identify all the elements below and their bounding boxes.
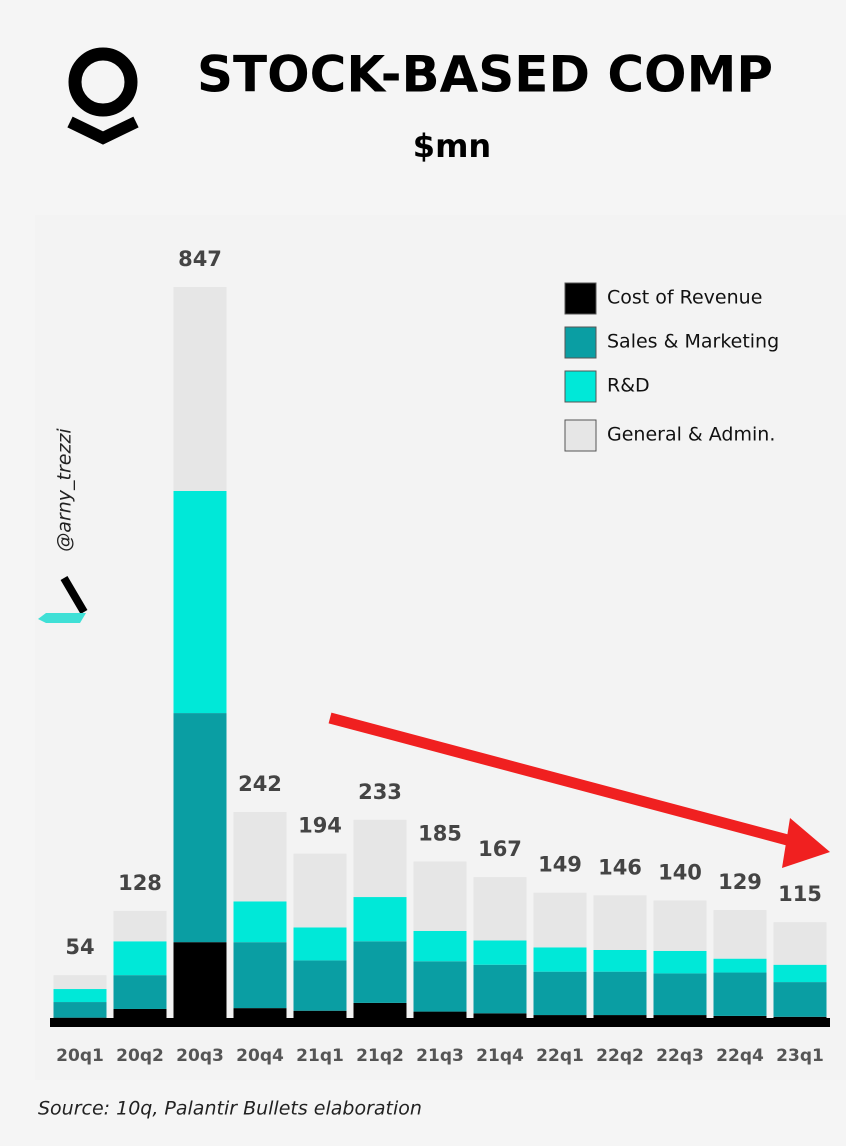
bar-segment [413, 961, 467, 1012]
bar-segment [113, 910, 167, 942]
x-tick-label: 22q2 [596, 1046, 644, 1066]
bar-segment [593, 895, 647, 950]
total-label: 194 [298, 814, 342, 838]
total-label: 115 [778, 882, 822, 906]
bar-segment [773, 922, 827, 965]
bar-segment [533, 892, 587, 948]
total-label: 847 [178, 247, 222, 271]
bar-segment [233, 942, 287, 1009]
bar-segment [113, 975, 167, 1009]
bar-segment [473, 940, 527, 965]
legend-swatch [564, 282, 597, 315]
total-label: 242 [238, 772, 282, 796]
bar-segment [353, 819, 407, 898]
trend-arrow-head [782, 818, 830, 868]
bar-segment [353, 941, 407, 1003]
bar-segment [293, 853, 347, 928]
legend-swatch [564, 419, 597, 452]
bar-segment [413, 1011, 467, 1022]
x-tick-label: 21q4 [476, 1046, 524, 1066]
bar-segment [773, 982, 827, 1017]
x-tick-label: 20q1 [56, 1046, 104, 1066]
bar-segment [653, 900, 707, 951]
x-tick-label: 21q3 [416, 1046, 464, 1066]
bar-segment [533, 971, 587, 1016]
trend-arrow [328, 712, 797, 848]
bar-segment [173, 942, 227, 1022]
bar-segment [533, 947, 587, 972]
total-label: 233 [358, 780, 402, 804]
bar-segment [593, 949, 647, 972]
x-tick-label: 22q3 [656, 1046, 704, 1066]
bar-segment [473, 877, 527, 941]
x-tick-label: 22q4 [716, 1046, 764, 1066]
bar-segment [593, 971, 647, 1016]
legend-swatch [564, 370, 597, 403]
legend-label: R&D [607, 375, 650, 397]
logo-chevron [67, 116, 139, 145]
bar-segment [233, 901, 287, 943]
watermark-logo [60, 575, 88, 615]
legend-label: Sales & Marketing [607, 331, 779, 353]
bar-segment [713, 972, 767, 1016]
bar-segment [413, 861, 467, 931]
bar-segment [173, 713, 227, 943]
source-note: Source: 10q, Palantir Bullets elaboratio… [38, 1098, 422, 1120]
chart-subtitle: $mn [413, 127, 491, 165]
bar-segment [713, 910, 767, 959]
total-label: 149 [538, 853, 582, 877]
bar-segment [173, 490, 227, 714]
bar-segment [353, 897, 407, 942]
bar-segment [473, 964, 527, 1014]
watermark: @arny_trezzi [54, 428, 76, 552]
bar-segment [53, 989, 107, 1003]
chart-title: STOCK-BASED COMP [197, 46, 773, 104]
bar-segment [173, 286, 227, 491]
bar-segment [53, 975, 107, 990]
logo-ring [68, 47, 138, 117]
legend-swatch [564, 326, 597, 359]
bar-segment [113, 941, 167, 976]
x-tick-label: 22q1 [536, 1046, 584, 1066]
bar-segment [653, 973, 707, 1016]
total-label: 167 [478, 837, 522, 861]
x-tick-label: 20q4 [236, 1046, 284, 1066]
x-tick-label: 20q3 [176, 1046, 224, 1066]
x-tick-label: 21q1 [296, 1046, 344, 1066]
bar-segment [293, 1010, 347, 1022]
bar-segment [713, 958, 767, 973]
bar-segment [653, 950, 707, 974]
x-tick-label: 23q1 [776, 1046, 824, 1066]
total-label: 128 [118, 871, 162, 895]
watermark-logo [38, 613, 86, 623]
bar-segment [773, 964, 827, 983]
legend-label: General & Admin. [607, 424, 775, 446]
total-label: 146 [598, 855, 642, 879]
bar-segment [413, 930, 467, 962]
bar-segment [233, 811, 287, 902]
x-tick-label: 20q2 [116, 1046, 164, 1066]
bar-segment [293, 960, 347, 1011]
bar-segment [473, 1013, 527, 1022]
bar-segment [353, 1002, 407, 1022]
bar-segment [53, 1002, 107, 1018]
total-label: 140 [658, 861, 702, 885]
x-axis [50, 1018, 830, 1027]
legend-label: Cost of Revenue [607, 287, 762, 309]
bar-segment [293, 927, 347, 961]
x-tick-label: 21q2 [356, 1046, 404, 1066]
total-label: 54 [65, 935, 94, 959]
total-label: 129 [718, 870, 762, 894]
total-label: 185 [418, 821, 462, 845]
